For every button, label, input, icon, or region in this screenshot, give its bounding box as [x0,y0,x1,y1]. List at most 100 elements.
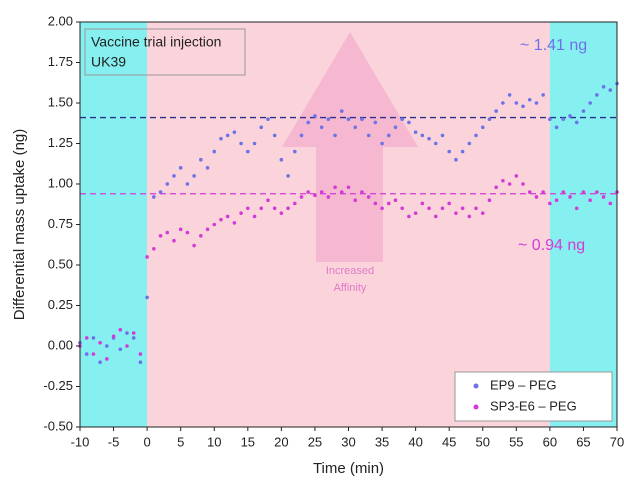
y-axis-title: Differential mass uptake (ng) [11,129,28,320]
data-point [501,178,505,183]
data-point [507,93,512,97]
data-point [266,198,270,202]
data-point [105,357,109,361]
data-point [595,93,599,97]
data-point [178,166,183,170]
x-tick-label: 55 [509,434,523,449]
data-point [158,234,163,238]
y-tick-label: 0.25 [48,297,73,312]
x-tick-label: -10 [71,434,90,449]
annotation: Vaccine trial injection [91,34,221,50]
data-point [192,243,196,248]
data-point [386,133,391,138]
data-point [527,190,532,194]
data-point [299,195,304,199]
data-point [138,352,143,356]
data-point [353,125,358,130]
data-point [581,190,586,194]
data-point [480,211,485,215]
data-point [507,182,512,186]
data-point [266,117,270,121]
data-point [279,211,284,215]
data-point [138,360,143,365]
legend-marker [473,383,479,389]
data-point [252,214,257,219]
data-point [373,120,378,125]
data-point [554,125,559,130]
region [80,22,148,427]
data-point [433,214,438,219]
data-point [474,133,478,138]
affinity-arrow [282,32,418,262]
data-point [259,125,264,130]
data-point [541,93,545,97]
data-point [581,109,586,113]
data-point [125,344,129,348]
data-point [232,221,237,225]
data-point [125,331,129,335]
data-point [487,117,492,121]
data-point [595,190,599,194]
data-point [588,198,592,202]
data-point [232,130,237,134]
data-point [373,201,378,206]
data-point [306,190,311,194]
data-point [326,195,331,199]
data-point [601,85,606,89]
arrow-label: Affinity [334,282,367,294]
data-point [487,198,492,202]
data-point [400,206,405,211]
x-tick-label: 70 [610,434,624,449]
data-point [380,206,384,211]
data-point [427,136,431,141]
data-point [534,101,539,105]
data-point [460,149,465,154]
data-point [185,230,190,235]
data-point [366,195,371,199]
data-point [420,201,425,206]
data-point [608,88,613,92]
y-tick-label: 1.00 [48,175,73,190]
data-point [299,133,304,138]
data-point [246,149,250,154]
data-point [118,347,123,352]
data-point [413,211,418,215]
data-point [333,185,337,190]
data-point [91,352,96,356]
y-tick-label: 1.50 [48,94,73,109]
x-tick-label: 0 [144,434,151,449]
data-point [440,133,445,138]
annotation: UK39 [91,54,126,70]
data-point [313,114,317,118]
x-tick-label: 40 [408,434,422,449]
data-point [447,201,451,206]
x-tick-label: 15 [241,434,255,449]
data-point [474,206,478,211]
data-point [393,198,398,202]
data-point [319,190,324,194]
data-point [380,141,384,146]
y-tick-label: 1.75 [48,54,73,69]
data-point [225,214,230,219]
data-point [158,190,163,194]
data-point [494,109,498,113]
data-point [467,141,472,146]
legend-marker [473,404,479,410]
annotation-box [84,28,246,76]
data-point [574,206,579,211]
data-point [554,198,559,202]
data-point [561,190,566,194]
data-point [286,174,290,178]
data-point [386,201,391,206]
data-point [212,149,217,154]
y-tick-label: 0.50 [48,256,73,271]
data-point [199,157,203,162]
data-point [427,206,431,211]
y-tick-label: 1.25 [48,135,73,150]
data-point [514,101,519,105]
data-point [239,211,243,215]
data-point [313,193,317,198]
data-point [407,214,411,219]
data-point [454,211,458,215]
